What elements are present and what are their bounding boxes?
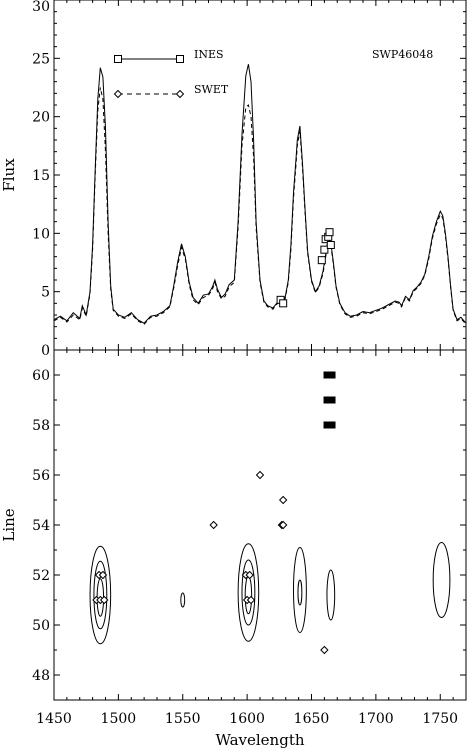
legend-ines-marker-left bbox=[114, 55, 122, 63]
line-y-axis-label: Line bbox=[0, 508, 18, 541]
diamond-marker bbox=[98, 570, 108, 580]
line-y-tick-label: 50 bbox=[32, 618, 50, 634]
wavelength-x-tick-label: 1450 bbox=[36, 711, 72, 727]
flux-y-tick-label: 15 bbox=[32, 168, 50, 184]
flux-series bbox=[53, 64, 467, 325]
block-marker bbox=[323, 371, 336, 379]
flux-y-tick-label: 20 bbox=[32, 110, 50, 126]
flux-y-tick-label: 25 bbox=[32, 51, 50, 67]
square-marker bbox=[279, 299, 288, 308]
diamond-marker bbox=[209, 520, 218, 530]
contour-line bbox=[292, 547, 307, 633]
contour-line bbox=[93, 560, 108, 630]
block-markers bbox=[323, 371, 336, 429]
block-marker bbox=[323, 396, 336, 404]
diamond-marker bbox=[246, 595, 256, 605]
wavelength-x-tick-label: 1750 bbox=[422, 711, 458, 727]
wavelength-x-tick-label: 1550 bbox=[165, 711, 201, 727]
contour-line bbox=[297, 579, 303, 606]
wavelength-x-axis-label: Wavelength bbox=[215, 731, 304, 749]
line-plot-frame bbox=[53, 349, 467, 701]
line-y-tick-label: 56 bbox=[32, 468, 50, 484]
line-y-tick-label: 60 bbox=[32, 368, 50, 384]
contour-line bbox=[241, 559, 256, 626]
diamond-marker bbox=[278, 495, 288, 505]
square-marker bbox=[320, 245, 329, 254]
flux-y-tick-label: 30 bbox=[32, 0, 50, 15]
block-marker bbox=[323, 421, 336, 429]
line-y-tick-label: 48 bbox=[32, 668, 50, 684]
contour-line bbox=[180, 592, 186, 608]
line-y-tick-label: 54 bbox=[32, 518, 50, 534]
series-line-ines bbox=[53, 64, 467, 324]
contour-line bbox=[432, 542, 451, 618]
flux-y-ticks: 0 5 10 15 20 25 30 bbox=[32, 0, 466, 359]
spectrum-id-annotation: SWP46048 bbox=[372, 48, 433, 61]
square-marker bbox=[325, 228, 334, 237]
diamond-markers bbox=[92, 470, 329, 655]
wavelength-x-tick-label: 1500 bbox=[101, 711, 137, 727]
contour-line bbox=[89, 545, 112, 645]
contour-line bbox=[237, 543, 260, 642]
flux-y-tick-label: 0 bbox=[41, 343, 50, 359]
flux-y-tick-label: 10 bbox=[32, 226, 50, 242]
legend-swet-marker-left bbox=[113, 89, 123, 99]
line-y-tick-label: 52 bbox=[32, 568, 50, 584]
wavelength-x-tick-label: 1700 bbox=[358, 711, 394, 727]
line-y-tick-label: 58 bbox=[32, 418, 50, 434]
contour-line bbox=[244, 575, 253, 615]
square-marker bbox=[326, 241, 335, 249]
series-line-swet bbox=[53, 87, 467, 325]
square-marker bbox=[317, 256, 326, 265]
wavelength-x-tick-label: 1600 bbox=[229, 711, 265, 727]
line-y-ticks: 48 50 52 54 56 58 60 bbox=[32, 349, 466, 701]
legend-ines-label: INES bbox=[194, 48, 224, 61]
flux-panel: 0 5 10 15 20 25 30 INES SWET SWP46048 Flux bbox=[0, 0, 467, 359]
flux-y-axis-label: Flux bbox=[0, 158, 18, 192]
diamond-marker bbox=[100, 595, 109, 605]
wavelength-x-ticks: 1450 1500 1550 1600 1650 1700 1750 bbox=[36, 0, 467, 727]
contour-line bbox=[326, 569, 336, 621]
wavelength-x-tick-label: 1650 bbox=[294, 711, 330, 727]
diamond-marker bbox=[278, 520, 288, 530]
legend-swet-marker-right bbox=[175, 89, 185, 99]
legend-swet-label: SWET bbox=[194, 83, 229, 96]
diamond-marker bbox=[245, 570, 254, 580]
diamond-marker bbox=[255, 470, 265, 480]
legend-ines-marker-right bbox=[176, 55, 184, 63]
flux-y-tick-label: 5 bbox=[41, 285, 50, 301]
flux-markers bbox=[276, 228, 335, 308]
diamond-marker bbox=[320, 645, 329, 655]
legend: INES SWET bbox=[113, 48, 229, 99]
contours bbox=[89, 542, 451, 645]
